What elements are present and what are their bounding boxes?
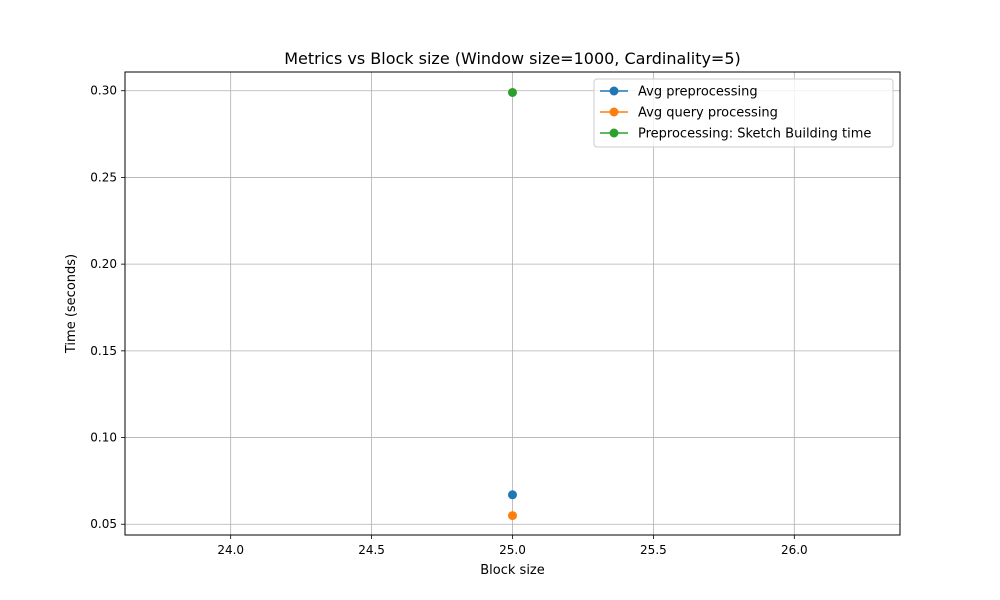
legend-label: Preprocessing: Sketch Building time — [638, 127, 871, 142]
x-tick-label: 26.0 — [781, 543, 808, 557]
x-tick-label: 24.5 — [358, 543, 385, 557]
legend-label: Avg preprocessing — [638, 85, 758, 100]
y-tick-label: 0.15 — [90, 344, 117, 358]
y-tick-label: 0.20 — [90, 257, 117, 271]
x-tick-label: 24.0 — [217, 543, 244, 557]
data-point — [508, 490, 517, 500]
legend-entry: Preprocessing: Sketch Building time — [600, 127, 871, 142]
y-tick-label: 0.25 — [90, 170, 117, 184]
legend-point-marker — [609, 107, 619, 117]
axis-ticks: 24.0 24.5 25.0 25.5 26.0 0.05 0.10 0.15 0.20 0.25… — [90, 84, 807, 557]
x-tick-label: 25.5 — [640, 543, 667, 557]
legend-point-marker — [609, 86, 619, 96]
legend-items: Avg preprocessing Avg query processing Pre… — [600, 85, 871, 142]
y-axis-label: Time (seconds) — [64, 254, 79, 354]
y-tick-label: 0.10 — [90, 431, 117, 445]
x-axis-label: Block size — [480, 563, 545, 578]
legend-label: Avg query processing — [638, 106, 778, 121]
series-1 — [508, 511, 517, 521]
data-point — [508, 87, 517, 97]
series-2 — [508, 87, 517, 97]
series-layer — [508, 87, 517, 521]
y-tick-label: 0.30 — [90, 84, 117, 98]
y-tick-label: 0.05 — [90, 517, 117, 531]
series-0 — [508, 490, 517, 500]
data-point — [508, 511, 517, 521]
x-tick-label: 25.0 — [499, 543, 526, 557]
legend: Avg preprocessing Avg query processing Pre… — [593, 78, 894, 148]
legend-entry: Avg query processing — [600, 106, 778, 121]
legend-point-marker — [609, 128, 619, 138]
legend-box — [593, 78, 894, 148]
chart-title: Metrics vs Block size (Window size=1000,… — [284, 49, 741, 68]
legend-entry: Avg preprocessing — [600, 85, 758, 100]
